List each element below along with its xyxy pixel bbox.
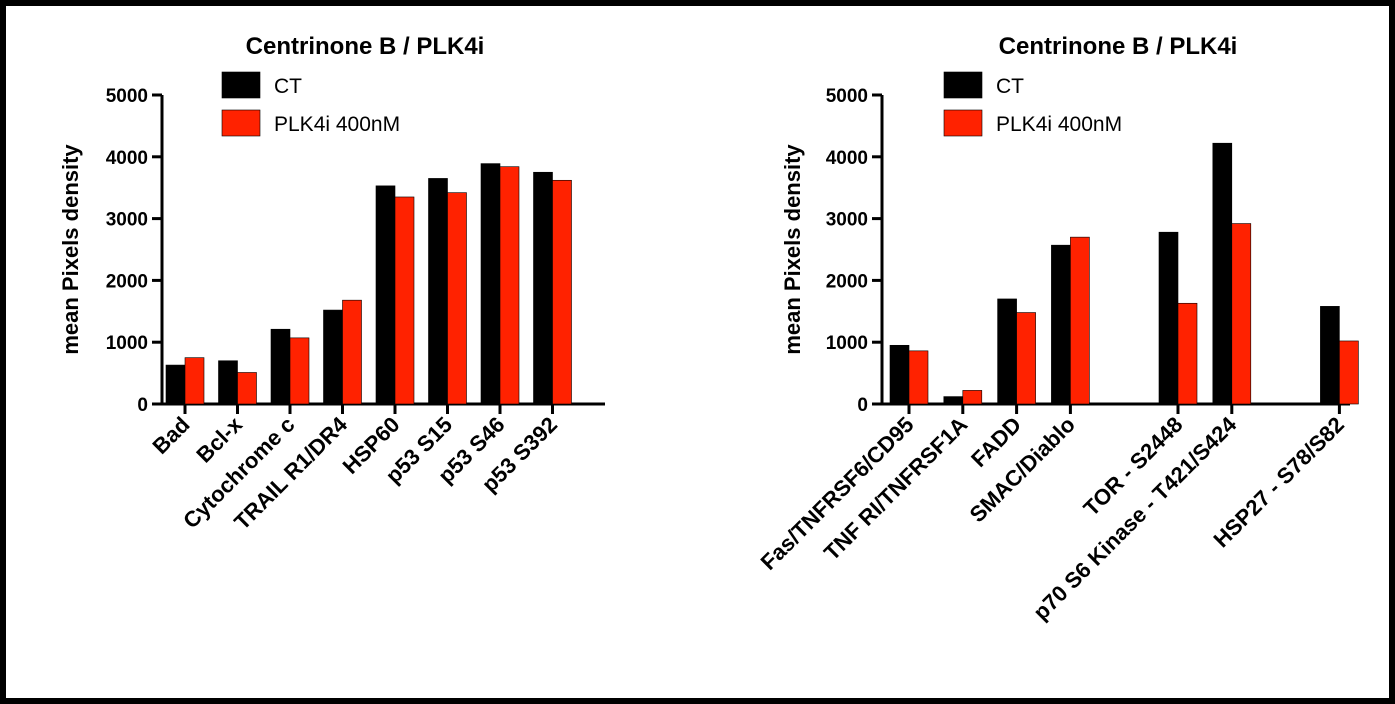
bar-plk4i: [1016, 312, 1036, 405]
bar-ct: [375, 185, 396, 405]
y-tick-label: 3000: [106, 210, 148, 231]
y-tick-label: 3000: [826, 210, 868, 231]
y-tick-label: 1000: [826, 333, 868, 354]
legend-swatch: [943, 109, 983, 137]
legend-swatch: [221, 109, 261, 137]
chart-title: Centrinone B / PLK4i: [999, 33, 1238, 60]
y-tick-label: 5000: [106, 86, 148, 107]
bar-ct: [480, 163, 501, 405]
bar-plk4i: [289, 337, 310, 405]
bar-ct: [533, 171, 553, 405]
bar-plk4i: [962, 390, 983, 405]
bar-ct: [428, 178, 448, 405]
bar-plk4i: [1177, 302, 1198, 405]
bar-ct: [323, 309, 343, 405]
bar-ct: [165, 364, 186, 405]
y-tick-label: 0: [137, 395, 148, 416]
bar-ct: [889, 344, 910, 405]
bar-plk4i: [1231, 223, 1252, 405]
bar-plk4i: [394, 196, 415, 405]
y-axis-label: mean Pixels density: [58, 144, 83, 355]
y-axis-label: mean Pixels density: [780, 144, 805, 355]
bar-ct: [1051, 244, 1071, 405]
legend-swatch: [943, 71, 983, 99]
bar-ct: [1158, 231, 1179, 405]
legend-swatch: [221, 71, 261, 99]
y-tick-label: 4000: [106, 148, 148, 169]
bar-ct: [218, 360, 238, 405]
bar-plk4i: [237, 372, 257, 405]
y-tick-label: 0: [857, 395, 868, 416]
bar-ct: [270, 328, 291, 405]
bar-ct: [1212, 142, 1233, 405]
bar-plk4i: [1070, 236, 1090, 405]
y-tick-label: 2000: [826, 271, 868, 292]
bar-plk4i: [447, 192, 467, 405]
bar-plk4i: [342, 299, 362, 405]
x-category-label: Bad: [147, 412, 194, 459]
bar-ct: [997, 298, 1017, 405]
chart-title: Centrinone B / PLK4i: [246, 33, 485, 60]
bar-plk4i: [552, 179, 572, 405]
legend-label: PLK4i 400nM: [996, 113, 1122, 136]
y-tick-label: 2000: [106, 271, 148, 292]
bar-plk4i: [908, 350, 929, 405]
bar-ct: [1320, 306, 1340, 405]
legend-label: CT: [996, 75, 1024, 98]
legend-label: PLK4i 400nM: [274, 113, 400, 136]
legend-label: CT: [274, 75, 302, 98]
bar-plk4i: [1339, 340, 1359, 405]
y-tick-label: 1000: [106, 333, 148, 354]
bar-ct: [943, 396, 964, 405]
y-tick-label: 5000: [826, 86, 868, 107]
y-tick-label: 4000: [826, 148, 868, 169]
bar-plk4i: [499, 166, 520, 405]
bar-plk4i: [184, 357, 205, 405]
